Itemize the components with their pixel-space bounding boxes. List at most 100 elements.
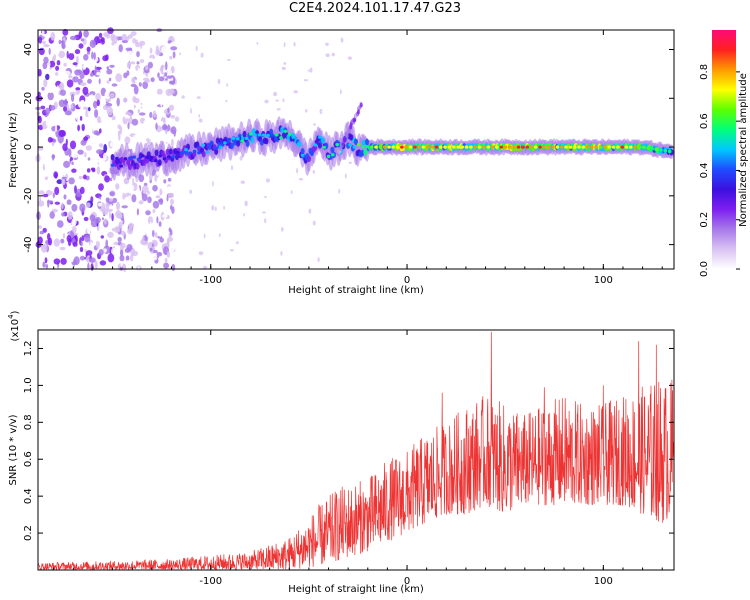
heatmap-cell xyxy=(97,202,103,207)
heatmap-cell xyxy=(131,194,137,203)
heatmap-cell xyxy=(508,145,512,149)
heatmap-cell xyxy=(188,151,193,155)
heatmap-cell xyxy=(336,121,341,125)
heatmap-cell xyxy=(38,47,45,56)
heatmap-cell xyxy=(94,65,97,74)
heatmap-cell xyxy=(646,146,650,150)
heatmap-cell xyxy=(87,157,91,161)
heatmap-cell xyxy=(119,164,123,168)
heatmap-cell xyxy=(321,110,326,113)
heatmap-cell xyxy=(261,133,266,137)
heatmap-cell xyxy=(192,166,195,171)
heatmap-cell xyxy=(164,72,168,77)
heatmap-cell xyxy=(145,259,149,264)
heatmap-cell xyxy=(642,145,646,149)
heatmap-cell xyxy=(68,254,71,263)
heatmap-cell xyxy=(365,138,369,146)
heatmap-cell xyxy=(413,145,417,149)
heatmap-cell xyxy=(134,79,141,84)
heatmap-cell xyxy=(581,145,586,149)
heatmap-cell xyxy=(616,145,620,149)
heatmap-cell xyxy=(341,141,345,147)
x-tick-label: -100 xyxy=(199,275,222,286)
heatmap-cell xyxy=(104,90,111,100)
heatmap-cell xyxy=(303,79,308,82)
heatmap-cell xyxy=(118,113,122,118)
heatmap-cell xyxy=(102,67,106,72)
heatmap-cell xyxy=(66,79,74,88)
heatmap-cell xyxy=(153,110,157,118)
heatmap-cell xyxy=(321,137,325,144)
heatmap-cell xyxy=(126,61,132,69)
heatmap-cell xyxy=(290,190,293,195)
heatmap-cell xyxy=(331,153,335,157)
heatmap-cell xyxy=(341,177,346,182)
heatmap-cell xyxy=(218,145,223,149)
heatmap-cell xyxy=(78,175,83,180)
heatmap-cell xyxy=(521,145,525,149)
heatmap-cell xyxy=(205,150,210,154)
heatmap-cell xyxy=(266,178,270,183)
heatmap-cell xyxy=(127,49,133,59)
heatmap-cell xyxy=(116,97,120,107)
heatmap-cell xyxy=(98,32,103,38)
heatmap-cell xyxy=(559,145,564,149)
heatmap-cell xyxy=(71,168,77,173)
heatmap-cell xyxy=(50,31,56,41)
heatmap-cell xyxy=(229,59,233,66)
heatmap-cell xyxy=(115,183,120,190)
heatmap-cell xyxy=(256,41,259,45)
heatmap-cell xyxy=(119,125,123,135)
heatmap-cell xyxy=(83,174,87,180)
heatmap-cell xyxy=(486,145,491,149)
heatmap-cell xyxy=(86,168,91,173)
heatmap-cell xyxy=(473,145,478,149)
spectrogram-y-axis-label: Frequency (Hz) xyxy=(8,112,19,188)
heatmap-cell xyxy=(262,211,266,214)
heatmap-cell xyxy=(262,103,266,109)
heatmap-cell xyxy=(46,177,53,187)
heatmap-cell xyxy=(147,61,153,69)
heatmap-cell xyxy=(118,132,121,141)
heatmap-cell xyxy=(37,115,42,124)
heatmap-cell xyxy=(103,248,107,253)
heatmap-cell xyxy=(189,189,193,194)
spectrogram-panel: -100 0 100 40 20 0 -20 -40 Height of straight … xyxy=(8,27,675,296)
heatmap-cell xyxy=(163,179,167,184)
heatmap-cell xyxy=(95,92,101,102)
heatmap-cell xyxy=(78,229,85,235)
heatmap-cell xyxy=(56,179,63,185)
heatmap-cell xyxy=(117,67,124,76)
heatmap-cell xyxy=(525,145,529,149)
heatmap-cell xyxy=(139,124,146,129)
heatmap-cell xyxy=(203,233,206,239)
heatmap-cell xyxy=(108,77,112,82)
heatmap-cell xyxy=(111,227,118,232)
heatmap-cell xyxy=(155,106,160,115)
heatmap-cell xyxy=(53,258,61,265)
heatmap-cell xyxy=(117,213,122,219)
heatmap-cell xyxy=(568,145,573,149)
heatmap-cell xyxy=(78,43,84,49)
heatmap-cell xyxy=(68,52,75,61)
y-tick-label: -20 xyxy=(23,188,34,204)
heatmap-cell xyxy=(55,72,59,76)
heatmap-cell xyxy=(133,104,136,109)
heatmap-cell xyxy=(254,155,258,159)
heatmap-cell xyxy=(159,237,164,243)
heatmap-cell xyxy=(37,147,44,151)
heatmap-cell xyxy=(143,33,148,38)
heatmap-cell xyxy=(83,136,89,141)
heatmap-cell xyxy=(137,67,141,76)
heatmap-cell xyxy=(167,107,170,113)
heatmap-cell xyxy=(176,124,179,130)
heatmap-cell xyxy=(231,136,236,140)
heatmap-cell xyxy=(126,244,133,251)
heatmap-cell xyxy=(86,46,91,53)
heatmap-cell xyxy=(42,40,46,45)
heatmap-cell xyxy=(112,197,118,204)
heatmap-cell xyxy=(164,257,168,263)
heatmap-cell xyxy=(212,180,214,187)
heatmap-cell xyxy=(239,155,243,161)
heatmap-cell xyxy=(80,99,86,107)
